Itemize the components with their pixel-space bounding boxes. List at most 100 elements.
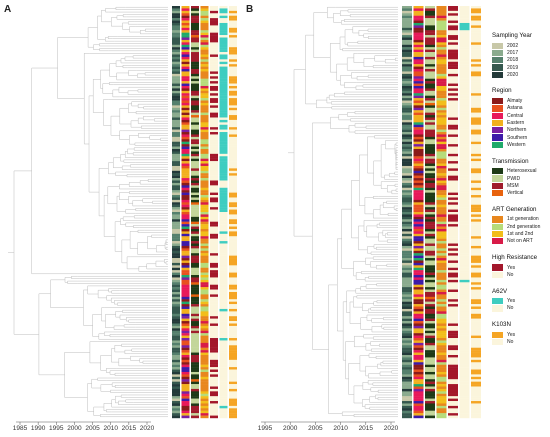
legend-swatch [492, 127, 503, 134]
panel-a-label: A [4, 4, 12, 15]
legend-item: 1st generation [492, 216, 550, 223]
legend-group: Transmission Heterosexual PWID MSM Vertical [492, 158, 550, 197]
legend-title: Transmission [492, 157, 529, 165]
annotation-columns [402, 6, 481, 419]
axis-line [16, 421, 151, 425]
legend-item: Vertical [492, 189, 550, 197]
legend-item: Not on ART [492, 238, 550, 245]
axis-tick-label: 1995 [49, 425, 64, 432]
legend-swatch [492, 271, 503, 279]
legend-label: Central [507, 112, 524, 119]
legend-item: Yes [492, 331, 550, 338]
legend-label: Northern [507, 127, 527, 134]
legend-label: Yes [507, 298, 516, 305]
legend-group: K103N Yes No [492, 321, 550, 346]
legend-item: Northern [492, 127, 550, 134]
legend-group: A62V Yes No [492, 288, 550, 313]
legend-swatch [492, 238, 503, 245]
legend-label: Not on ART [507, 238, 533, 245]
legend-title: ART Generation [492, 205, 537, 213]
legend-title: K103N [492, 321, 511, 329]
legend-swatch [492, 230, 503, 238]
legend-label: PWID [507, 175, 521, 182]
axis-tick-label: 2010 [103, 425, 118, 432]
legend-item: 2020 [492, 71, 550, 78]
axis-tick-label: 2015 [121, 425, 137, 432]
legend-label: MSM [507, 182, 519, 189]
tree-branches [8, 6, 168, 418]
legend-title: Sampling Year [492, 32, 532, 39]
legend-swatch [492, 112, 503, 119]
legend-item: MSM [492, 182, 550, 189]
legend-swatch [492, 298, 503, 305]
axis-tick-label: 2020 [383, 425, 399, 432]
legend-label: No [507, 339, 514, 346]
legend-group: High Resistance Yes No [492, 254, 550, 279]
axis-tick-label: 2000 [67, 425, 82, 432]
legend-item: 2nd generation [492, 223, 550, 230]
legend-label: Yes [507, 264, 516, 271]
legend-swatch [492, 331, 503, 338]
legend-swatch [492, 305, 503, 312]
panel-b-label: B [246, 4, 254, 15]
legend-swatch [492, 134, 503, 141]
legend-label: Almaty [507, 98, 523, 105]
legend-swatch [492, 64, 503, 71]
legend-swatch [492, 105, 503, 112]
axis-tick-label: 2000 [282, 425, 298, 432]
legend-item: Yes [492, 298, 550, 305]
axis-tick-label: 2005 [308, 425, 323, 432]
legend-swatch [492, 71, 503, 78]
legend-item: PWID [492, 175, 550, 182]
legend-label: Vertical [507, 190, 524, 197]
legend-item: Astana [492, 105, 550, 112]
legend-item: Heterosexual [492, 168, 550, 175]
legend-label: Western [507, 141, 526, 148]
axis-tick-label: 1985 [12, 425, 28, 432]
legend-item: 2017 [492, 49, 550, 57]
legend: Sampling Year 2002 2017 2018 2019 2020 Region A… [492, 32, 550, 355]
annotation-columns [172, 6, 237, 419]
axis-tick-label: 1995 [257, 425, 273, 432]
legend-label: Astana [507, 105, 523, 112]
legend-label: Heterosexual [507, 168, 537, 175]
legend-label: Eastern [507, 120, 525, 127]
legend-swatch [492, 223, 503, 230]
legend-label: Southern [507, 134, 528, 141]
legend-item: Southern [492, 134, 550, 141]
legend-swatch [492, 216, 503, 223]
legend-item: Western [492, 141, 550, 149]
legend-swatch [492, 338, 503, 346]
legend-label: 2018 [507, 57, 519, 64]
legend-swatch [492, 175, 503, 182]
legend-label: No [507, 271, 514, 278]
legend-swatch [492, 141, 503, 149]
tree-branches [288, 6, 398, 418]
legend-title: High Resistance [492, 253, 538, 261]
legend-item: 1st and 2nd [492, 230, 550, 238]
axis-tick-label: 2005 [85, 425, 100, 432]
legend-title: Region [492, 87, 512, 95]
legend-item: No [492, 338, 550, 346]
legend-item: Eastern [492, 119, 550, 127]
legend-label: 2002 [507, 42, 519, 49]
legend-label: 1st generation [507, 216, 539, 223]
panel-b-time-axis: 1995 2000 2005 2010 2015 2020 [246, 425, 490, 435]
legend-swatch [492, 189, 503, 197]
legend-label: 2019 [507, 64, 519, 71]
axis-tick-label: 2015 [358, 425, 374, 432]
legend-label: 2nd generation [507, 223, 541, 230]
legend-swatch [492, 182, 503, 189]
axis-tick-label: 2010 [333, 425, 348, 432]
panel-a-phylogenetic-tree [8, 6, 237, 425]
legend-swatch [492, 97, 503, 105]
axis-tick-label: 1990 [30, 425, 46, 432]
axis-line [261, 421, 395, 425]
legend-item: Almaty [492, 97, 550, 105]
panel-b-phylogenetic-tree [261, 6, 481, 425]
legend-group: Sampling Year 2002 2017 2018 2019 2020 [492, 32, 550, 78]
legend-item: 2019 [492, 64, 550, 71]
legend-item: 2002 [492, 42, 550, 49]
legend-item: Central [492, 112, 550, 119]
legend-label: 2017 [507, 49, 519, 56]
